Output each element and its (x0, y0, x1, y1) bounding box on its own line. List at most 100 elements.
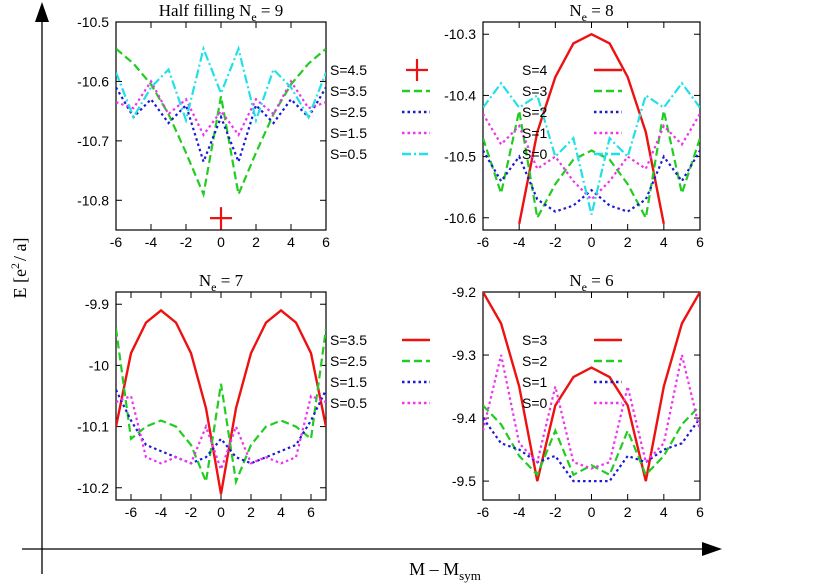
legend-label-S=0.5: S=0.5 (330, 146, 367, 162)
legend-label-S=1: S=1 (522, 125, 548, 141)
x-tick-label: 6 (696, 234, 704, 250)
y-tick-label: -9.9 (85, 296, 109, 312)
x-tick-label: 2 (624, 234, 632, 250)
legend-label-S=3: S=3 (522, 83, 548, 99)
legend-label-S=3.5: S=3.5 (330, 83, 367, 99)
series-line-S=2 (483, 149, 700, 213)
y-tick-label: -9.5 (452, 473, 476, 489)
series-line-S=2 (483, 404, 700, 477)
x-tick-label: -2 (185, 504, 198, 520)
panel-title-sub: e (251, 10, 256, 24)
series-line-S=0.5 (116, 45, 326, 124)
panel-title: Half filling Ne = 9 (159, 1, 283, 24)
panel-1: Half filling Ne = 9 -6 -4 -2 0 2 4 6 -10.5 -10.6 -… (77, 1, 430, 250)
panel-title: Ne = 6 (569, 271, 613, 294)
panel-title: Ne = 8 (569, 1, 613, 24)
legend-label-S=0: S=0 (522, 395, 548, 411)
series-line-S=3.5 (116, 47, 326, 199)
series-line-S=1.5 (116, 389, 326, 465)
data-point-S=4.5 (210, 207, 232, 230)
y-tick-label: -10.6 (77, 73, 109, 89)
series-line-S=3 (483, 292, 700, 482)
x-tick-label: -6 (110, 234, 123, 250)
legend-label-S=1: S=1 (522, 374, 548, 390)
x-tick-label: 0 (217, 234, 225, 250)
plot-frame (115, 291, 327, 501)
y-tick-label: -9.4 (452, 410, 476, 426)
y-axis-arrowhead-icon (35, 2, 49, 22)
legend-marker-S=4.5 (406, 59, 428, 81)
x-tick-label: -4 (513, 504, 526, 520)
panel-title-tail: = 7 (217, 271, 244, 290)
series-line-S=0 (483, 81, 700, 215)
panel-title-sub: e (582, 280, 587, 294)
x-tick-label: 6 (322, 234, 330, 250)
x-tick-label: 4 (660, 234, 668, 250)
legend-label-S=4: S=4 (522, 62, 548, 78)
y-tick-label: -10.6 (444, 210, 476, 226)
y-tick-label: -10.2 (77, 480, 109, 496)
x-tick-label: 2 (252, 234, 260, 250)
panel-title-tail: = 6 (587, 271, 614, 290)
x-tick-label: 6 (307, 504, 315, 520)
x-tick-label: -2 (549, 504, 562, 520)
x-tick-label: -2 (549, 234, 562, 250)
y-tick-label: -9.3 (452, 347, 476, 363)
x-tick-label: 6 (696, 504, 704, 520)
legend-label-S=2: S=2 (522, 104, 548, 120)
x-tick-label: -4 (513, 234, 526, 250)
x-tick-label: -6 (477, 234, 490, 250)
panel-4: Ne = 6 -6 -4 -2 0 2 4 6 -9.2 -9.3 -9.4 -9.5 S=3 S=2 S=… (452, 271, 704, 520)
series-line-S=1.5 (116, 79, 326, 138)
panel-title: Ne = 7 (199, 271, 244, 294)
x-tick-label: -2 (180, 234, 193, 250)
series-group (483, 32, 700, 225)
legend-label-S=4.5: S=4.5 (330, 62, 367, 78)
svg-text:E [e2/ a]: E [e2/ a] (8, 238, 30, 299)
x-tick-label: 0 (588, 504, 596, 520)
y-tick-label: -10.4 (444, 87, 476, 103)
series-line-S=2.5 (116, 86, 326, 166)
legend-label-S=2.5: S=2.5 (330, 104, 367, 120)
y-tick-label: -9.2 (452, 284, 476, 300)
legend-label-S=0.5: S=0.5 (330, 395, 367, 411)
x-tick-label: -4 (155, 504, 168, 520)
panel-title-main: Half filling N (159, 1, 252, 20)
panels: Half filling Ne = 9-6 -4 -2 0 2 4 6-10.5-10.6-… (77, 1, 704, 520)
legend-label-S=2.5: S=2.5 (330, 353, 367, 369)
series-line-S=1 (483, 417, 700, 483)
x-tick-label: 4 (277, 504, 285, 520)
x-axis-arrowhead-icon (702, 542, 722, 556)
series-line-S=0 (483, 354, 700, 470)
x-tick-label: 2 (624, 504, 632, 520)
series-line-S=3 (483, 110, 700, 222)
panel-title-sub: e (211, 280, 216, 294)
panel-title-main: N (199, 271, 211, 290)
panel-title-main: N (569, 271, 581, 290)
panel-3: Ne = 7 -6 -4 -2 0 2 4 6 -9.9 -10 -10.1 -10.2 S=3.5 S=… (77, 271, 430, 520)
x-tick-label: 0 (217, 504, 225, 520)
series-line-S=0.5 (116, 394, 326, 473)
x-axis-label: M – Msym (409, 559, 481, 583)
series-line-S=3.5 (116, 308, 326, 495)
y-tick-label: -10.1 (77, 419, 109, 435)
y-tick-label: -10.3 (444, 26, 476, 42)
panel-title-tail: = 9 (257, 1, 284, 20)
series-group (116, 308, 326, 495)
x-tick-label: -6 (125, 504, 138, 520)
series-line-S=2.5 (116, 328, 326, 486)
x-tick-label: 4 (287, 234, 295, 250)
y-tick-label: -10.5 (444, 149, 476, 165)
series-group (116, 45, 326, 230)
legend-label-S=0: S=0 (522, 146, 548, 162)
x-tick-label: 0 (588, 234, 596, 250)
series-group (483, 292, 700, 483)
x-tick-label: -6 (477, 504, 490, 520)
legend-label-S=3.5: S=3.5 (330, 332, 367, 348)
y-tick-label: -10.8 (77, 192, 109, 208)
y-tick-label: -10.7 (77, 133, 109, 149)
y-tick-label: -10 (89, 357, 109, 373)
x-tick-label: -4 (145, 234, 158, 250)
series-line-S=1 (483, 113, 700, 201)
